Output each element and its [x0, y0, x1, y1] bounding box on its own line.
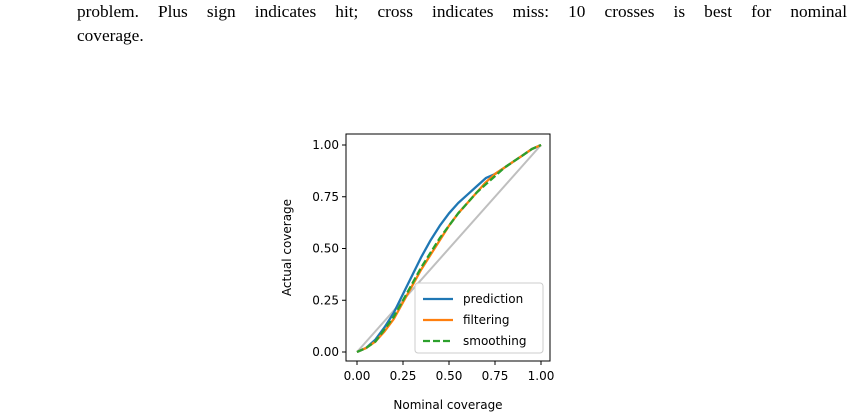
- axes-frame: [345, 133, 551, 362]
- figure-caption: problem. Plus sign indicates hit; cross …: [77, 0, 847, 48]
- caption-line-2: coverage.: [77, 26, 144, 45]
- y-tick-label: 0.25: [312, 293, 339, 307]
- x-tick-label: 0.50: [436, 369, 463, 383]
- x-tick-label: 1.00: [528, 369, 555, 383]
- legend-label-filtering: filtering: [463, 313, 509, 327]
- axis-ticks: 0.00 0.25 0.50 0.75 1.00 0.00 0.25 0.50 0.75 1.00: [312, 138, 554, 383]
- legend-box: [414, 282, 544, 354]
- x-tick-label: 0.00: [344, 369, 371, 383]
- caption-line-1: problem. Plus sign indicates hit; cross …: [77, 2, 847, 21]
- series-line-smoothing: [356, 143, 542, 354]
- y-tick-label: 0.50: [312, 242, 339, 256]
- y-tick-label: 0.00: [312, 345, 339, 359]
- y-tick-label: 1.00: [312, 138, 339, 152]
- x-tick-label: 0.25: [390, 369, 417, 383]
- y-axis-label: Actual coverage: [280, 199, 294, 296]
- reference-diagonal-line: [356, 144, 542, 353]
- x-tick-label: 0.75: [482, 369, 509, 383]
- plot-area: [356, 143, 542, 354]
- legend: prediction filtering smoothing: [414, 282, 544, 354]
- y-tick-label: 0.75: [312, 190, 339, 204]
- legend-label-prediction: prediction: [463, 292, 523, 306]
- legend-label-smoothing: smoothing: [463, 334, 527, 348]
- x-axis-label: Nominal coverage: [393, 398, 502, 412]
